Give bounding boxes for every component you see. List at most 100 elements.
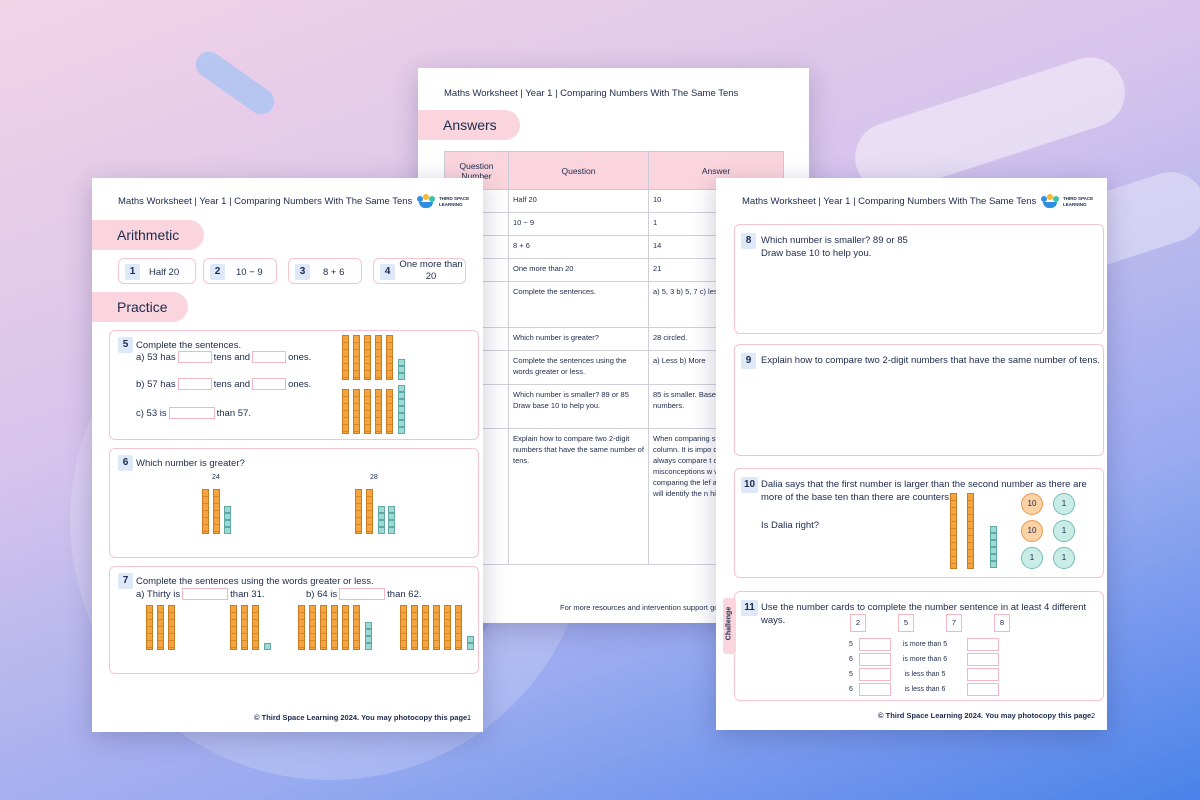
challenge-tag: Challenge [723, 598, 736, 654]
cell-question: Which number is greater? [508, 327, 649, 351]
challenge-label: Challenge [725, 606, 733, 641]
number-card[interactable]: 2 [850, 614, 866, 632]
arithmetic-question-4: 4 One more than 20 [373, 258, 466, 284]
answer-box[interactable] [859, 668, 891, 681]
answer-blank[interactable] [168, 407, 215, 420]
comparison-text: is more than 6 [902, 656, 948, 663]
sentence-part: b) 64 is [306, 589, 338, 600]
answer-box[interactable] [967, 653, 999, 666]
sentence-part: ones. [288, 379, 312, 390]
section-arithmetic: Arithmetic [92, 220, 204, 250]
question-text: 10 − 9 [236, 267, 263, 278]
question-text: Which number is smaller? 89 or 85 [761, 235, 908, 246]
question-number: 7 [118, 573, 133, 589]
logo-text: LEARNING [439, 202, 463, 207]
answers-footer: For more resources and intervention supp… [560, 603, 727, 612]
arithmetic-question-2: 2 10 − 9 [203, 258, 277, 284]
answer-blank[interactable] [177, 378, 212, 391]
page-number: 1 [467, 713, 472, 722]
number-label-24: 24 [212, 474, 220, 481]
comparison-text: is less than 5 [904, 671, 946, 678]
counter-one: 1 [1053, 547, 1075, 569]
digit: 6 [849, 686, 853, 693]
answer-box[interactable] [859, 638, 891, 651]
answer-blank[interactable] [182, 588, 229, 601]
question-text: Half 20 [149, 267, 180, 278]
question-text: Draw base 10 to help you. [761, 248, 872, 259]
question-number: 8 [741, 233, 756, 249]
worksheet-page-1: Maths Worksheet | Year 1 | Comparing Num… [92, 178, 483, 732]
sentence-part: c) 53 is [136, 408, 167, 419]
col-question: Question [508, 151, 649, 190]
question-text: Explain how to compare two 2-digit numbe… [761, 355, 1101, 366]
question-number: 2 [210, 264, 225, 280]
section-answers: Answers [418, 110, 520, 140]
answer-box[interactable] [967, 638, 999, 651]
question-10: 10 Dalia says that the first number is l… [734, 468, 1104, 578]
sentence-part: a) 53 has [136, 352, 176, 363]
question-text: Is Dalia right? [761, 520, 820, 531]
number-card[interactable]: 7 [946, 614, 962, 632]
answer-blank[interactable] [177, 351, 212, 364]
counter-ten: 10 [1021, 493, 1043, 515]
question-7: 7 Complete the sentences using the words… [109, 566, 479, 674]
cell-question: 8 + 6 [508, 235, 649, 259]
answer-box[interactable] [859, 683, 891, 696]
page-number: 2 [1091, 711, 1096, 720]
sentence-part: than 62. [387, 589, 422, 600]
question-number: 3 [295, 264, 310, 280]
worksheet-title: Maths Worksheet | Year 1 | Comparing Num… [742, 196, 1037, 207]
answer-blank[interactable] [339, 588, 386, 601]
question-title: Which number is greater? [136, 458, 245, 469]
cell-question: Explain how to compare two 2-digit numbe… [508, 428, 649, 565]
section-practice: Practice [92, 292, 188, 322]
sentence-part: b) 57 has [136, 379, 176, 390]
cell-question: Complete the sentences. [508, 281, 649, 328]
cell-question: Complete the sentences using the words g… [508, 350, 649, 385]
cell-question: 10 − 9 [508, 212, 649, 236]
question-number: 9 [741, 353, 756, 369]
question-title: Complete the sentences. [136, 340, 242, 351]
sentence-part: tens and [213, 379, 251, 390]
third-space-logo: THIRD SPACE LEARNING [1041, 194, 1101, 212]
question-text: Use the number cards to complete the num… [761, 602, 1087, 626]
counter-one: 1 [1053, 520, 1075, 542]
worksheet-page-2: Maths Worksheet | Year 1 | Comparing Num… [716, 178, 1107, 730]
question-number: 1 [125, 264, 140, 280]
number-card[interactable]: 8 [994, 614, 1010, 632]
number-label-28: 28 [370, 474, 378, 481]
comparison-text: is more than 5 [902, 641, 948, 648]
third-space-logo: THIRD SPACE LEARNING [417, 194, 477, 212]
arithmetic-question-1: 1 Half 20 [118, 258, 196, 284]
logo-text: LEARNING [1063, 202, 1087, 207]
question-number: 6 [118, 455, 133, 471]
digit: 5 [849, 671, 853, 678]
answer-blank[interactable] [252, 351, 287, 364]
arithmetic-question-3: 3 8 + 6 [288, 258, 362, 284]
cell-question: Which number is smaller? 89 or 85 Draw b… [508, 384, 649, 429]
table-row: Explain how to compare two 2-digit numbe… [444, 428, 784, 565]
page-footer: © Third Space Learning 2024. You may pho… [878, 711, 1094, 720]
number-card[interactable]: 5 [898, 614, 914, 632]
answer-blank[interactable] [252, 378, 287, 391]
digit: 6 [849, 656, 853, 663]
digit: 5 [849, 641, 853, 648]
answer-box[interactable] [967, 668, 999, 681]
question-text: One more than 20 [399, 259, 463, 282]
question-number: 5 [118, 337, 133, 353]
question-number: 4 [380, 264, 395, 280]
counter-one: 1 [1021, 547, 1043, 569]
comparison-text: is less than 6 [904, 686, 946, 693]
worksheet-title: Maths Worksheet | Year 1 | Comparing Num… [444, 88, 739, 99]
counter-one: 1 [1053, 493, 1075, 515]
answer-box[interactable] [967, 683, 999, 696]
question-text: Dalia says that the first number is larg… [761, 479, 1087, 503]
cell-question: One more than 20 [508, 258, 649, 282]
answer-box[interactable] [859, 653, 891, 666]
question-number: 10 [741, 477, 758, 493]
question-9: 9 Explain how to compare two 2-digit num… [734, 344, 1104, 456]
sentence-part: ones. [288, 352, 312, 363]
worksheet-title: Maths Worksheet | Year 1 | Comparing Num… [118, 196, 413, 207]
question-text: 8 + 6 [323, 267, 345, 278]
page-footer: © Third Space Learning 2024. You may pho… [254, 713, 470, 722]
